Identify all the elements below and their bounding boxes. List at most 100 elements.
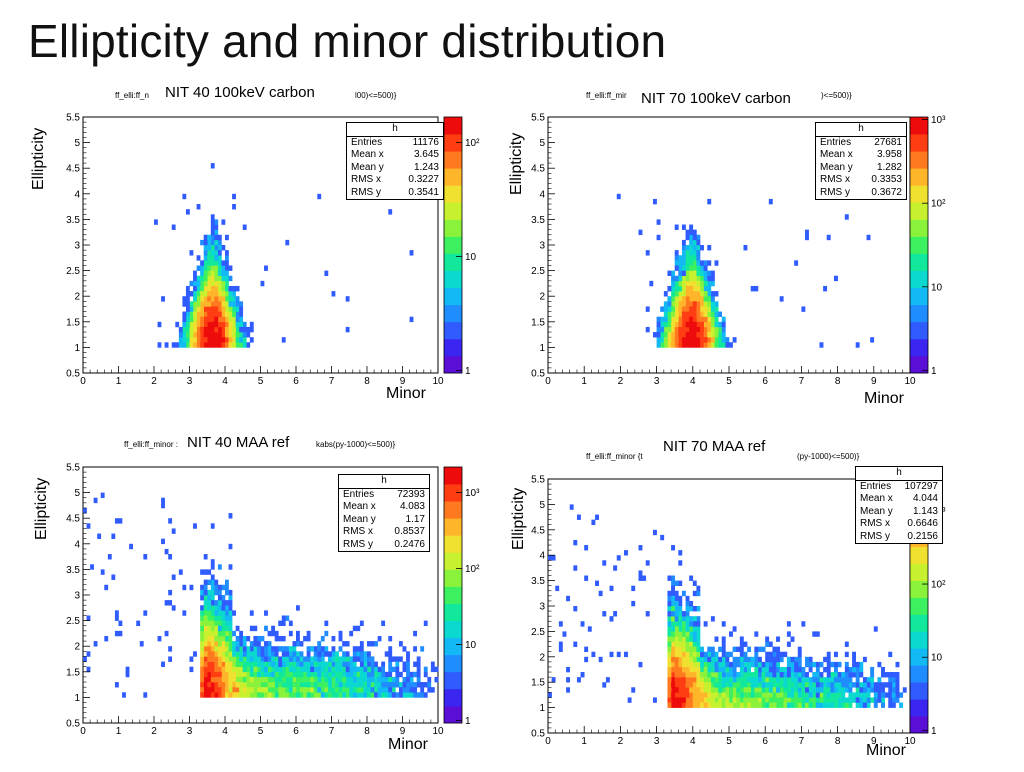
heatmap-bin: [239, 326, 244, 333]
heatmap-bin: [299, 661, 304, 667]
p2-annotation: NIT 70 100keV carbon: [637, 90, 795, 107]
heatmap-bin: [703, 661, 708, 668]
heatmap-bin: [595, 514, 599, 520]
heatmap-bin: [652, 332, 657, 338]
x-tick-label: 0: [545, 376, 551, 387]
heatmap-bin: [427, 687, 432, 693]
heatmap-bin: [808, 702, 813, 708]
x-tick-label: 0: [80, 376, 86, 387]
heatmap-bin: [678, 656, 683, 663]
heatmap-bin: [370, 687, 375, 693]
heatmap-bin: [370, 666, 375, 673]
heatmap-bin: [367, 666, 371, 673]
heatmap-bin: [185, 321, 190, 328]
heatmap-bin: [406, 687, 410, 693]
stats-label: Mean x: [860, 493, 893, 504]
heatmap-bin: [193, 275, 197, 282]
heatmap-bin: [631, 600, 636, 607]
heatmap-bin: [729, 687, 733, 693]
heatmap-bin: [881, 666, 885, 673]
heatmap-bin: [235, 676, 240, 683]
heatmap-bin: [377, 692, 382, 698]
heatmap-bin: [402, 666, 407, 673]
stats-value: 107297: [904, 480, 938, 492]
heatmap-bin: [228, 687, 233, 693]
heatmap-bin: [826, 682, 831, 688]
heatmap-bin: [681, 697, 686, 703]
heatmap-bin: [681, 672, 686, 678]
stats-row: Entries 11176: [347, 137, 443, 150]
heatmap-bin: [877, 677, 882, 683]
heatmap-bin: [899, 702, 904, 708]
stats-label: RMS y: [351, 186, 381, 198]
heatmap-bin: [736, 656, 741, 663]
color-bar-segment: [910, 202, 928, 220]
x-tick-label: 1: [116, 726, 122, 737]
heatmap-bin: [671, 656, 675, 663]
heatmap-bin: [678, 621, 683, 627]
heatmap-bin: [707, 666, 712, 673]
heatmap-bin: [696, 311, 701, 317]
color-bar-segment: [910, 151, 928, 169]
heatmap-bin: [225, 625, 229, 632]
heatmap-bin: [696, 616, 701, 622]
heatmap-bin: [221, 671, 226, 678]
heatmap-bin: [681, 301, 686, 307]
heatmap-bin: [739, 692, 744, 698]
heatmap-bin: [667, 621, 672, 627]
heatmap-bin: [157, 635, 162, 642]
heatmap-bin: [285, 687, 290, 693]
heatmap-bin: [207, 245, 212, 251]
stats-label: RMS y: [343, 538, 373, 550]
heatmap-bin: [671, 606, 675, 612]
heatmap-bin: [772, 677, 777, 683]
heatmap-bin: [743, 697, 748, 703]
heatmap-bin: [750, 656, 755, 663]
heatmap-bin: [700, 316, 704, 323]
heatmap-bin: [689, 291, 694, 297]
heatmap-bin: [747, 661, 752, 668]
heatmap-bin: [805, 672, 809, 678]
heatmap-bin: [225, 301, 229, 307]
color-bar-segment: [910, 168, 928, 186]
color-bar-segment: [444, 467, 462, 485]
heatmap-bin: [331, 671, 336, 678]
heatmap-bin: [207, 301, 212, 307]
heatmap-bin: [707, 697, 712, 703]
heatmap-bin: [696, 250, 701, 256]
heatmap-bin: [783, 677, 788, 683]
heatmap-bin: [306, 666, 311, 673]
heatmap-bin: [278, 692, 283, 698]
heatmap-bin: [812, 661, 817, 668]
heatmap-bin: [873, 697, 878, 703]
heatmap-bin: [674, 621, 679, 627]
heatmap-bin: [317, 656, 322, 662]
heatmap-bin: [667, 677, 672, 683]
heatmap-bin: [703, 682, 708, 688]
heatmap-bin: [714, 301, 719, 307]
heatmap-bin: [338, 682, 343, 688]
heatmap-bin: [402, 646, 407, 652]
heatmap-bin: [761, 661, 766, 668]
heatmap-bin: [331, 635, 336, 642]
heatmap-bin: [707, 321, 712, 328]
p4-y-axis-label: Ellipticity: [510, 487, 527, 550]
heatmap-bin: [260, 635, 265, 642]
heatmap-bin: [239, 666, 244, 673]
heatmap-bin: [381, 687, 386, 693]
heatmap-bin: [754, 631, 759, 637]
heatmap-bin: [413, 646, 417, 652]
heatmap-bin: [221, 682, 226, 688]
heatmap-bin: [750, 692, 755, 698]
heatmap-bin: [794, 692, 799, 698]
heatmap-bin: [765, 661, 770, 668]
heatmap-bin: [225, 630, 229, 637]
heatmap-bin: [591, 519, 596, 526]
heatmap-bin: [768, 697, 773, 703]
heatmap-bin: [841, 682, 846, 688]
heatmap-bin: [652, 529, 657, 536]
heatmap-bin: [707, 291, 712, 297]
heatmap-bin: [207, 620, 212, 627]
heatmap-bin: [221, 646, 226, 652]
heatmap-bin: [638, 229, 643, 236]
